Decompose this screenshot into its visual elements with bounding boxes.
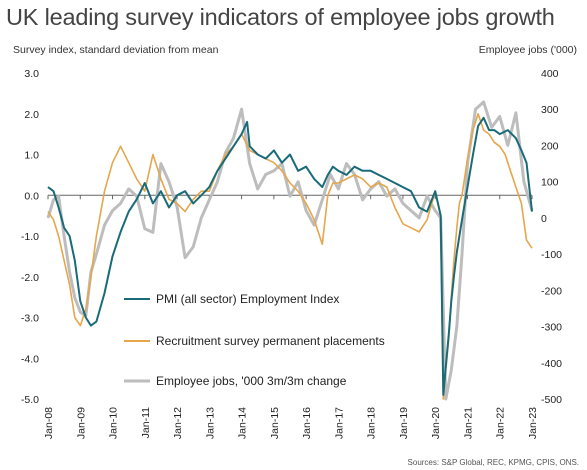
x-tick-label: Jan-17	[333, 407, 345, 439]
left-axis-ticks: 3.0 2.0 1.0 0.0 -1.0 -2.0 -3.0 -4.0 -5.0	[21, 68, 39, 406]
x-tick-label: Jan-16	[301, 407, 313, 439]
right-tick-label: -100	[541, 249, 562, 261]
x-tick-label: Jan-21	[462, 407, 474, 439]
right-tick-label: 400	[541, 68, 559, 80]
left-tick-label: -5.0	[21, 394, 39, 406]
source-note: Sources: S&P Global, REC, KPMG, CPIS, ON…	[407, 458, 579, 467]
x-tick-label: Jan-20	[430, 407, 442, 439]
right-tick-label: -200	[541, 285, 562, 297]
chart-title: UK leading survey indicators of employee…	[6, 4, 555, 30]
left-tick-label: -4.0	[21, 353, 39, 365]
x-tick-label: Jan-09	[75, 407, 87, 439]
pmi-series-line	[47, 116, 533, 396]
right-tick-label: 100	[541, 177, 559, 189]
jobs-series-line	[46, 100, 534, 401]
right-axis-ticks: 400 300 200 100 0 -100 -200 -300 -400 -500	[541, 68, 562, 406]
left-tick-label: 3.0	[24, 68, 39, 80]
legend-jobs-label: Employee jobs, '000 3m/3m change	[156, 374, 347, 388]
legend-pmi-label: PMI (all sector) Employment Index	[156, 292, 339, 306]
left-axis-title: Survey index, standard deviation from me…	[13, 44, 219, 56]
x-tick-label: Jan-12	[172, 407, 184, 439]
x-tick-label: Jan-10	[108, 407, 120, 439]
recruitment-series-line	[47, 113, 533, 400]
right-tick-label: -300	[541, 322, 562, 334]
x-tick-label: Jan-08	[43, 407, 55, 439]
x-tick-label: Jan-19	[398, 407, 410, 439]
x-tick-label: Jan-15	[269, 407, 281, 439]
right-tick-label: 0	[541, 213, 547, 225]
x-tick-label: Jan-22	[495, 407, 507, 439]
legend: PMI (all sector) Employment Index Recruit…	[124, 292, 385, 388]
x-tick-label: Jan-13	[204, 407, 216, 439]
right-tick-label: 300	[541, 104, 559, 116]
left-tick-label: -1.0	[21, 231, 39, 243]
series-layer	[46, 100, 534, 401]
right-tick-label: 200	[541, 140, 559, 152]
x-tick-label: Jan-11	[140, 407, 152, 438]
left-tick-label: -3.0	[21, 313, 39, 325]
x-tick-label: Jan-14	[237, 407, 249, 439]
x-axis-ticks: Jan-08 Jan-09 Jan-10 Jan-11 Jan-12 Jan-13 Jan-…	[43, 195, 539, 439]
legend-recruitment-label: Recruitment survey permanent placements	[156, 334, 385, 348]
x-tick-label: Jan-23	[527, 407, 539, 439]
left-tick-label: 1.0	[24, 150, 39, 162]
left-tick-label: 2.0	[24, 109, 39, 121]
right-tick-label: -500	[541, 394, 562, 406]
right-axis-title: Employee jobs ('000)	[478, 44, 577, 56]
x-tick-label: Jan-18	[366, 407, 378, 439]
left-tick-label: 0.0	[24, 190, 39, 202]
right-tick-label: -400	[541, 358, 562, 370]
left-tick-label: -2.0	[21, 272, 39, 284]
